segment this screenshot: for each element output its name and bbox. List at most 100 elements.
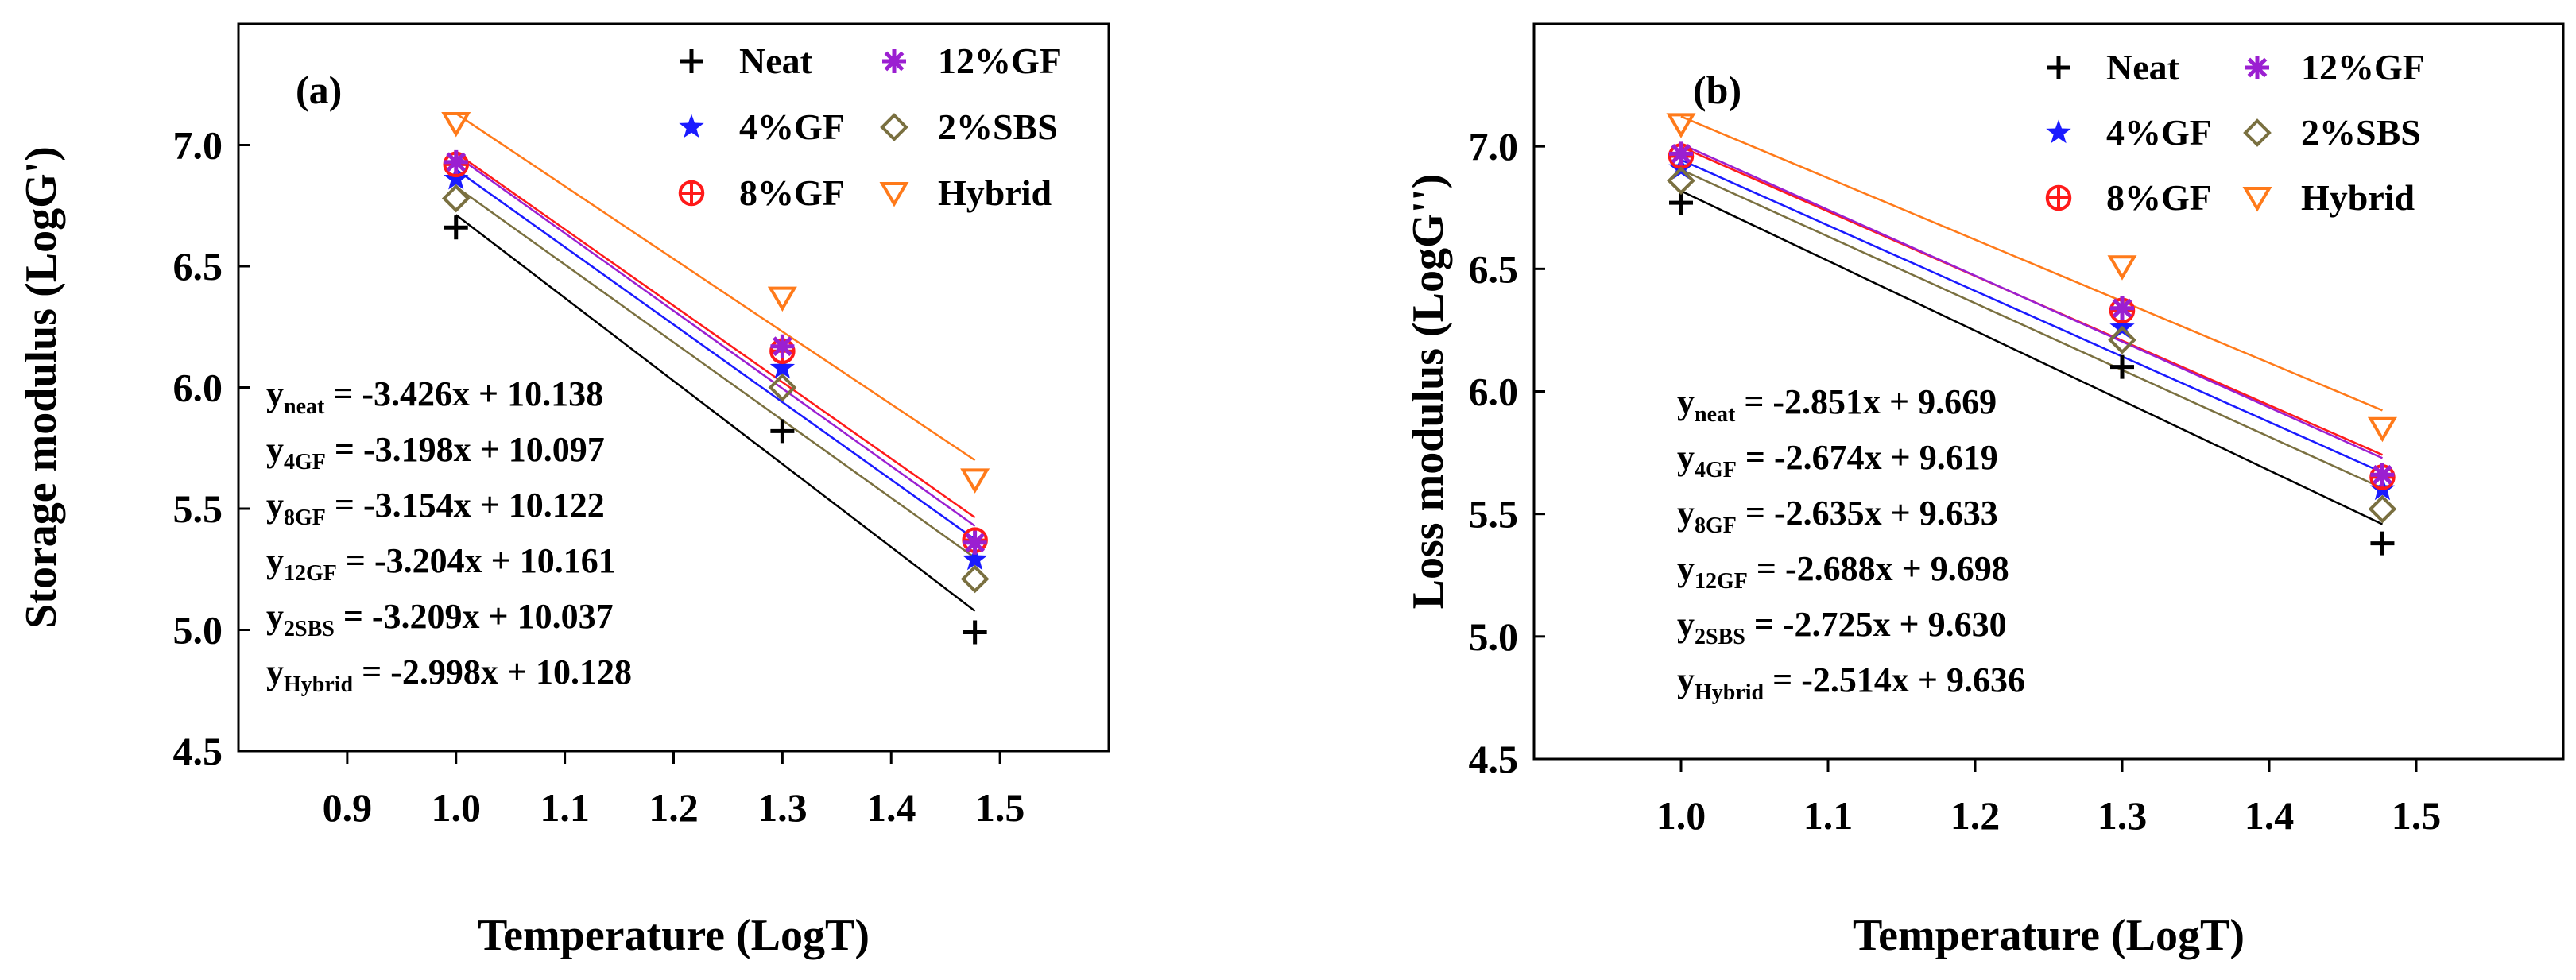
x-tick-label: 1.0 <box>432 785 482 830</box>
x-tick-label: 1.1 <box>540 785 590 830</box>
legend-marker-hybrid <box>2242 187 2272 212</box>
legend-label-neat: Neat <box>2106 47 2180 87</box>
regression-equation: y2SBS = -3.209x + 10.037 <box>266 597 614 641</box>
data-point-neat <box>963 620 987 645</box>
fit-line-4-gf <box>1680 158 2383 474</box>
regression-equation: y4GF = -2.674x + 9.619 <box>1677 438 1998 482</box>
legend-marker-2-sbs <box>880 113 908 141</box>
legend-marker-12-gf <box>882 49 906 73</box>
regression-equation: y8GF = -3.154x + 10.122 <box>266 486 605 530</box>
regression-equation: y2SBS = -2.725x + 9.630 <box>1677 605 2007 649</box>
data-point-hybrid <box>2107 255 2137 281</box>
x-tick-label: 1.3 <box>757 785 808 830</box>
legend-label-2-sbs: 2%SBS <box>938 107 1058 147</box>
legend-label-4-gf: 4%GF <box>739 107 845 147</box>
data-point-neat <box>444 215 468 240</box>
fit-line-2-sbs <box>455 185 976 559</box>
data-point-12-gf <box>770 334 795 358</box>
legend-label-4-gf: 4%GF <box>2106 112 2212 153</box>
legend-label-hybrid: Hybrid <box>938 172 1052 213</box>
y-tick-label: 6.0 <box>173 366 223 410</box>
data-point-hybrid <box>2367 416 2397 443</box>
x-tick-label: 1.4 <box>2245 793 2295 838</box>
y-tick-label: 4.5 <box>173 729 223 773</box>
fit-line-hybrid <box>455 112 976 462</box>
regression-equation: yneat = -3.426x + 10.138 <box>266 374 603 419</box>
data-point-2-sbs <box>441 184 471 213</box>
x-tick-label: 1.0 <box>1656 793 1706 838</box>
data-point-4-gf <box>769 354 796 379</box>
legend-label-hybrid: Hybrid <box>2301 177 2415 218</box>
x-tick-label: 1.2 <box>649 785 699 830</box>
legend-marker-4-gf <box>679 114 704 138</box>
x-tick-label: 1.1 <box>1803 793 1854 838</box>
data-point-hybrid <box>767 286 797 312</box>
legend-marker-8-gf <box>678 180 705 207</box>
legend-marker-8-gf <box>2045 184 2072 211</box>
x-tick-label: 1.2 <box>1950 793 2001 838</box>
x-axis-title: Temperature (LogT) <box>1853 911 2245 960</box>
fit-line-12-gf <box>455 154 976 527</box>
regression-equation: yHybrid = -2.998x + 10.128 <box>266 653 632 697</box>
data-point-4-gf <box>444 165 469 190</box>
panel-b: 4.5 5.0 5.5 6.0 6.5 7.0 1.0 1.1 1.2 1.3 1.4 1.5 Temp… <box>1404 22 2565 960</box>
fit-line-8-gf <box>455 152 976 519</box>
panel-label: (a) <box>296 68 342 112</box>
y-tick-label: 6.0 <box>1469 370 1519 414</box>
fit-line-4-gf <box>455 168 976 540</box>
regression-equation: y12GF = -2.688x + 9.698 <box>1677 549 2009 594</box>
y-axis-title: Loss modulus (LogG'') <box>1404 174 1453 610</box>
legend-label-neat: Neat <box>739 41 813 81</box>
legend-marker-hybrid <box>879 182 909 207</box>
legend-marker-12-gf <box>2245 56 2269 79</box>
data-point-2-sbs <box>1667 166 1695 196</box>
fit-line-12-gf <box>1680 142 2383 459</box>
y-tick-label: 7.0 <box>1469 124 1519 168</box>
data-point-neat <box>2370 531 2395 556</box>
legend-label-8-gf: 8%GF <box>2106 177 2212 218</box>
legend-marker-4-gf <box>2046 119 2071 144</box>
y-tick-label: 5.0 <box>173 608 223 653</box>
data-point-hybrid <box>1666 113 1696 138</box>
legend-label-8-gf: 8%GF <box>739 172 845 213</box>
data-point-2-sbs <box>2368 494 2397 524</box>
fit-line-neat <box>1680 190 2383 525</box>
x-tick-label: 0.9 <box>323 785 373 830</box>
y-tick-label: 5.5 <box>173 486 223 531</box>
legend-marker-2-sbs <box>2243 118 2272 147</box>
panel-label: (b) <box>1693 68 1741 112</box>
legend-marker-neat <box>680 49 703 73</box>
data-point-hybrid <box>441 112 471 138</box>
x-tick-label: 1.5 <box>2392 793 2442 838</box>
y-tick-label: 5.5 <box>1469 492 1519 536</box>
y-tick-label: 5.0 <box>1469 614 1519 659</box>
legend: Neat 12%GF 4%GF 2%SBS 8%GF Hybrid <box>678 41 1062 213</box>
x-tick-label: 1.4 <box>866 785 916 830</box>
legend: Neat 12%GF 4%GF 2%SBS 8%GF Hybrid <box>2045 47 2425 218</box>
fit-line-hybrid <box>1680 115 2383 412</box>
regression-equation: yHybrid = -2.514x + 9.636 <box>1677 660 2025 705</box>
data-point-2-sbs <box>2108 325 2136 354</box>
data-point-12-gf <box>2110 296 2134 320</box>
x-tick-label: 1.5 <box>975 785 1025 830</box>
regression-equation: y4GF = -3.198x + 10.097 <box>266 430 605 475</box>
data-point-12-gf <box>444 149 468 174</box>
y-tick-label: 6.5 <box>173 244 223 289</box>
data-point-neat <box>2110 354 2134 379</box>
x-tick-label: 1.3 <box>2098 793 2148 838</box>
data-point-2-sbs <box>960 564 990 594</box>
panel-a: 4.5 5.0 5.5 6.0 6.5 7.0 0.9 1.0 1.1 1.2 1.3 1.4 1.5 T… <box>17 22 1110 960</box>
data-point-neat <box>770 419 795 444</box>
data-point-4-gf <box>963 546 988 571</box>
legend-marker-neat <box>2047 56 2070 79</box>
fit-line-2-sbs <box>1680 168 2383 490</box>
data-point-12-gf <box>2370 463 2395 487</box>
legend-label-12-gf: 12%GF <box>938 41 1062 81</box>
data-point-hybrid <box>960 468 990 494</box>
data-point-12-gf <box>963 530 987 555</box>
data-point-12-gf <box>1669 141 1693 166</box>
y-tick-label: 7.0 <box>173 123 223 168</box>
y-axis-title: Storage modulus (LogG') <box>17 146 66 629</box>
x-axis-title: Temperature (LogT) <box>478 911 870 960</box>
